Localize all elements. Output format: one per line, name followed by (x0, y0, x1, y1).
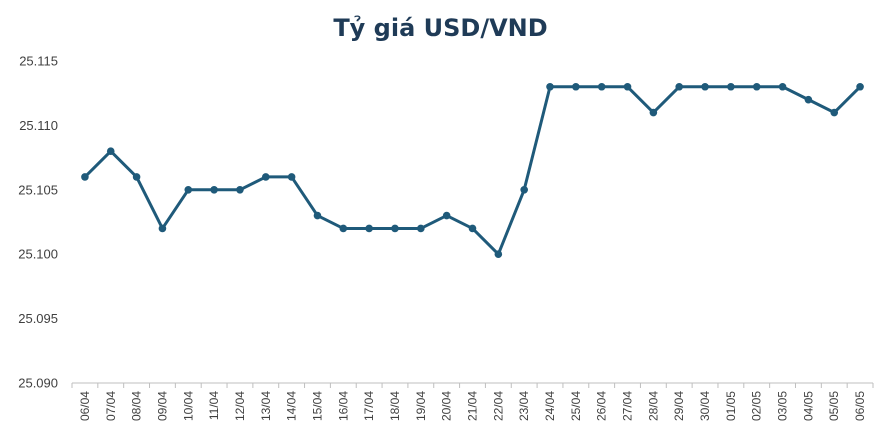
x-tick-label: 28/04 (646, 391, 660, 421)
x-tick-label: 09/04 (155, 391, 169, 421)
data-point (81, 173, 89, 181)
y-tick-label: 25.100 (18, 247, 58, 262)
data-point (830, 108, 839, 117)
y-tick-label: 25.095 (18, 311, 58, 326)
data-point (468, 224, 477, 233)
data-point (597, 82, 606, 91)
x-tick-label: 17/04 (362, 391, 376, 421)
data-point (106, 147, 115, 155)
data-point (261, 173, 270, 181)
x-tick-label: 18/04 (388, 391, 402, 421)
data-point (236, 186, 244, 194)
x-tick-label: 22/04 (491, 391, 505, 421)
series-group (81, 82, 864, 258)
y-tick-label: 25.110 (19, 118, 58, 133)
data-point (675, 82, 684, 91)
x-tick-label: 06/05 (853, 391, 867, 421)
data-point (752, 82, 761, 91)
x-tick-label: 29/04 (672, 391, 686, 421)
x-tick-label: 03/05 (776, 391, 790, 421)
x-tick-label: 02/05 (750, 391, 764, 421)
x-tick-label: 11/04 (207, 391, 221, 420)
data-point (442, 211, 451, 220)
data-point (158, 224, 167, 233)
data-point (804, 95, 813, 104)
x-tick-label: 10/04 (181, 391, 195, 421)
x-axis: 06/04 07/04 08/04 09/04 10/04 11/04 12/04 13/04… (71, 382, 874, 421)
data-point (727, 82, 735, 91)
data-point (365, 224, 373, 233)
data-point (339, 224, 348, 233)
data-point (132, 173, 141, 181)
data-point (313, 211, 322, 220)
data-point (649, 108, 658, 117)
x-tick-label: 04/05 (801, 391, 815, 421)
x-tick-label: 05/05 (827, 391, 841, 421)
data-point (184, 186, 193, 194)
y-tick-label: 25.105 (18, 182, 58, 197)
x-tick-label: 27/04 (621, 391, 635, 421)
y-tick-label: 25.115 (19, 54, 58, 69)
x-tick-label: 06/04 (78, 391, 92, 421)
data-point (623, 82, 632, 91)
x-tick-label: 21/04 (466, 391, 480, 421)
x-tick-label: 30/04 (698, 391, 712, 421)
data-point (391, 224, 399, 233)
chart-title: Tỷ giá USD/VND (333, 14, 548, 42)
data-point (287, 173, 296, 181)
x-tick-label: 24/04 (543, 391, 557, 421)
x-tick-label: 01/05 (724, 391, 738, 421)
x-tick-label: 08/04 (130, 391, 144, 421)
x-tick-label: 20/04 (440, 391, 454, 421)
data-point (546, 82, 554, 91)
x-tick-label: 16/04 (336, 391, 350, 421)
data-point (701, 82, 709, 91)
data-point (778, 82, 787, 91)
data-point (572, 82, 580, 91)
x-tick-label: 23/04 (517, 391, 531, 421)
y-axis: 25.090 25.095 25.100 25.105 25.110 25.115 (18, 54, 58, 391)
x-tick-label: 14/04 (285, 391, 299, 421)
y-tick-label: 25.090 (18, 376, 58, 391)
x-tick-label: 07/04 (104, 391, 118, 421)
x-tick-label: 26/04 (595, 391, 609, 421)
data-point (210, 186, 218, 194)
data-point (417, 224, 425, 233)
x-tick-label: 12/04 (233, 391, 247, 421)
x-tick-label: 25/04 (569, 391, 583, 421)
x-tick-label: 19/04 (414, 391, 428, 421)
x-tick-label: 15/04 (310, 391, 324, 421)
data-point (520, 186, 528, 194)
data-point (856, 82, 864, 91)
x-tick-label: 13/04 (259, 391, 273, 421)
data-point (494, 250, 503, 258)
